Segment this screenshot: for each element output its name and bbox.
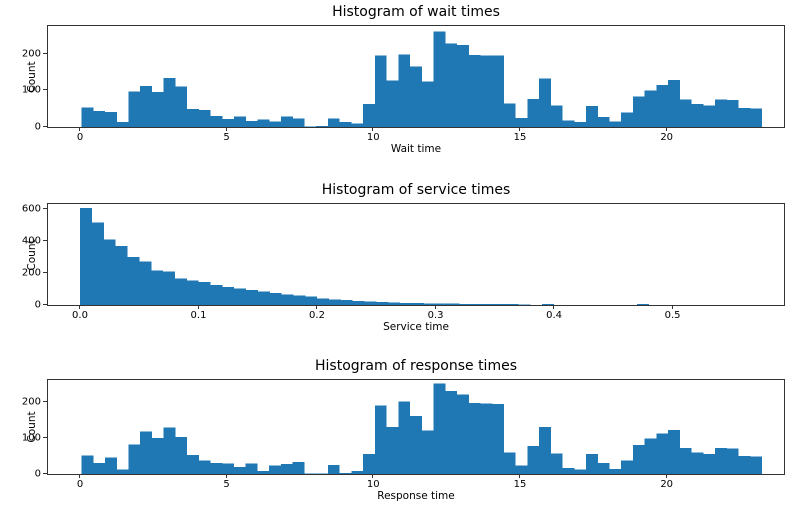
x-tick-label: 0.3 (427, 310, 444, 321)
y-tick-mark (43, 239, 47, 241)
y-tick-label: 200 (21, 396, 41, 408)
y-tick-mark (43, 89, 47, 91)
x-axis-label: Wait time (390, 143, 442, 155)
x-tick-label: 15 (513, 479, 527, 490)
x-tick-label: 5 (223, 132, 230, 143)
y-tick-mark (43, 52, 47, 54)
x-tick-label: 10 (366, 132, 380, 143)
x-tick-mark (225, 127, 227, 131)
x-tick-mark (79, 305, 80, 309)
x-tick-mark (665, 127, 667, 131)
x-tick-label: 0.4 (546, 310, 563, 321)
chart-title: Histogram of service times (321, 182, 511, 198)
y-axis-label: Count (26, 238, 38, 271)
y-tick-mark (43, 126, 47, 127)
y-tick-label: 0 (34, 468, 41, 480)
y-tick-mark (43, 400, 47, 402)
x-tick-mark (519, 474, 520, 478)
x-axis-label: Service time (383, 321, 449, 333)
x-tick-mark (316, 305, 317, 309)
x-axis-label: Response time (377, 490, 455, 502)
y-tick-mark (43, 271, 47, 273)
chart-title: Histogram of wait times (332, 4, 500, 20)
y-tick-label: 0 (34, 121, 41, 133)
x-tick-label: 0 (76, 132, 84, 143)
x-tick-label: 5 (223, 479, 230, 490)
x-tick-mark (519, 127, 520, 131)
axes-response-times-histogram: Histogram of response times Count 0 5 10 15… (22, 358, 785, 502)
x-tick-mark (197, 305, 199, 309)
x-tick-label: 20 (660, 132, 674, 143)
histogram-bars (81, 31, 763, 127)
y-tick-label: 200 (21, 48, 41, 59)
histogram-bars (80, 208, 756, 305)
y-tick-mark (43, 304, 47, 305)
y-tick-label: 0 (34, 299, 41, 311)
y-tick-mark (43, 207, 47, 209)
y-axis-label: Count (26, 60, 38, 93)
axes-wait-times-histogram: Histogram of wait times Count 0 5 10 15 20 0… (22, 4, 785, 155)
x-tick-label: 20 (660, 479, 674, 490)
histogram-bars (81, 383, 763, 474)
x-tick-mark (372, 127, 374, 131)
x-tick-label: 15 (513, 132, 527, 143)
x-tick-label: 0 (76, 479, 84, 490)
axes-service-times-histogram: Histogram of service times Count 0.0 0.1 0… (22, 182, 785, 333)
x-tick-mark (79, 127, 80, 131)
x-tick-mark (434, 305, 436, 309)
y-tick-mark (43, 473, 47, 474)
x-tick-mark (79, 474, 80, 478)
x-tick-label: 10 (366, 479, 380, 490)
x-tick-mark (665, 474, 667, 478)
x-tick-mark (671, 305, 673, 309)
x-tick-mark (372, 474, 374, 478)
chart-title: Histogram of response times (315, 358, 517, 374)
y-tick-mark (43, 436, 47, 438)
y-tick-label: 600 (21, 203, 41, 215)
x-tick-label: 0.2 (309, 310, 325, 321)
x-tick-label: 0.1 (190, 310, 207, 321)
y-axis-label: Count (26, 411, 38, 443)
x-tick-label: 0.5 (664, 310, 681, 321)
x-tick-mark (225, 474, 227, 478)
x-tick-mark (553, 305, 555, 309)
x-tick-label: 0.0 (72, 310, 88, 321)
